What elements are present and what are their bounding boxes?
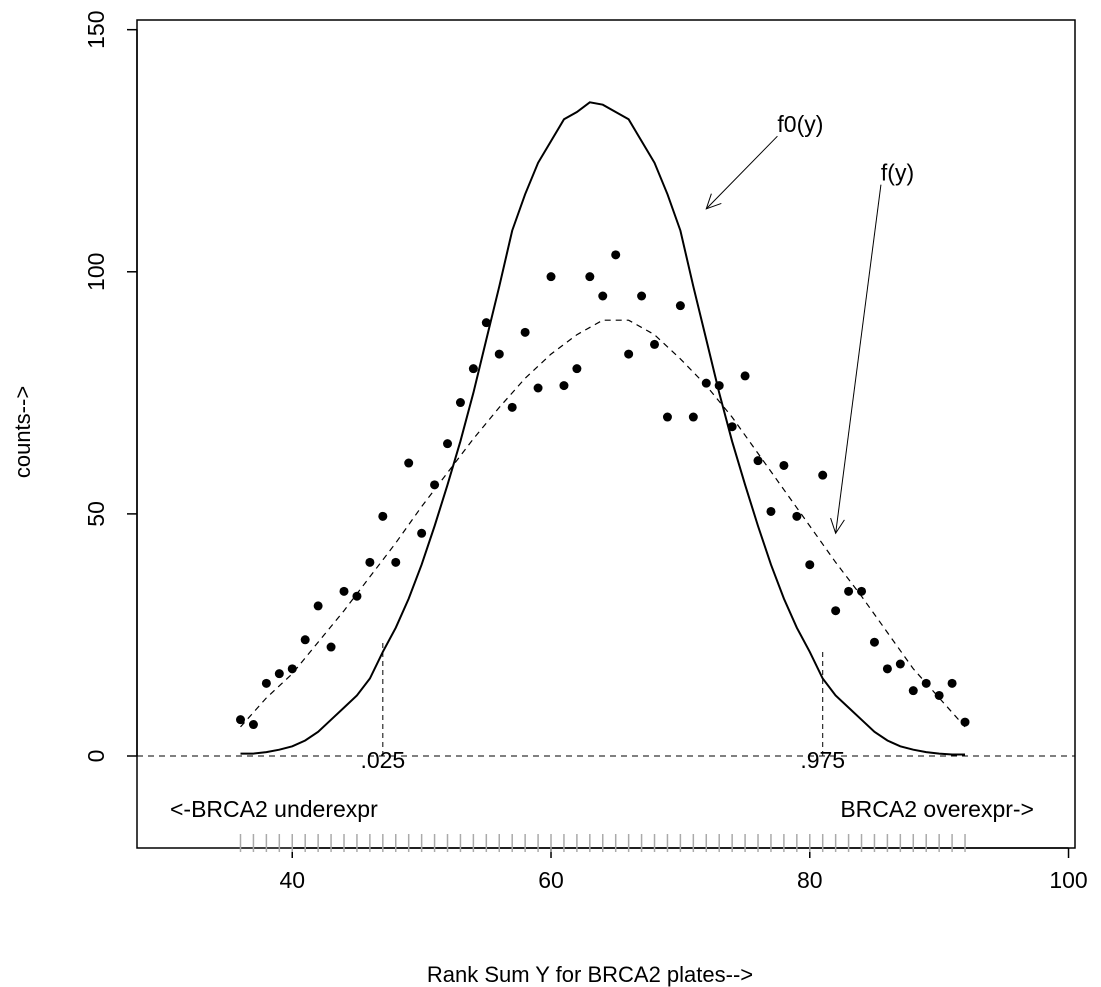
data-point-42 [779,460,789,470]
data-point-11 [378,511,388,521]
data-point-24 [546,272,556,282]
f-curve [240,319,966,728]
underexpr-label: <-BRCA2 underexpr [170,796,378,822]
annotation-label-1: f(y) [881,160,914,186]
y-axis-label: counts--> [10,386,35,478]
x-tick-label-1: 60 [538,867,564,893]
data-point-46 [831,606,841,616]
data-point-31 [637,291,647,301]
data-point-49 [869,637,879,647]
data-point-27 [585,272,595,282]
data-point-43 [792,511,802,521]
data-point-56 [960,717,970,727]
annotation-label-0: f0(y) [777,111,823,137]
curves [240,101,966,756]
data-point-45 [818,470,828,480]
data-point-14 [417,528,427,538]
data-point-37 [714,381,724,391]
data-point-3 [274,669,284,679]
data-point-39 [740,371,750,381]
reference-lines: .025 .975 [137,639,1075,773]
data-point-4 [287,664,297,674]
data-point-17 [455,398,465,408]
data-point-52 [908,686,918,696]
data-point-20 [494,349,504,359]
data-point-44 [805,560,815,570]
data-point-51 [895,659,905,669]
x-tick-label-2: 80 [797,867,823,893]
data-point-48 [857,586,867,596]
quantile-label-0: .025 [360,747,405,773]
points [236,250,970,730]
data-point-2 [261,678,271,688]
data-point-34 [675,301,685,311]
data-point-5 [300,635,310,645]
y-tick-label-3: 150 [83,10,109,48]
annotation-arrowhead-1 [830,517,845,535]
x-tick-label-3: 100 [1049,867,1087,893]
data-point-9 [352,591,362,601]
annotation-arrowhead-0 [705,193,722,210]
data-point-1 [248,720,258,730]
x-axis-label: Rank Sum Y for BRCA2 plates--> [427,962,753,987]
data-point-35 [688,412,698,422]
f0-curve [240,101,965,756]
data-point-0 [236,715,246,725]
y-tick-label-0: 0 [83,750,109,763]
data-point-29 [611,250,621,260]
y-tick-label-2: 100 [83,253,109,291]
annotation-arrow-1 [835,184,882,534]
data-point-50 [882,664,892,674]
data-point-7 [326,642,336,652]
data-point-55 [947,678,957,688]
quantile-label-1: .975 [800,747,845,773]
data-point-13 [404,458,414,468]
data-point-12 [391,557,401,567]
data-point-23 [533,383,543,393]
data-point-53 [921,678,931,688]
x-tick-label-0: 40 [279,867,305,893]
data-point-21 [507,402,517,412]
data-point-30 [624,349,634,359]
plot-frame [136,19,1076,849]
data-point-26 [572,364,582,374]
data-point-41 [766,506,776,516]
data-point-10 [365,557,375,567]
data-point-36 [701,378,711,388]
data-point-47 [844,586,854,596]
data-point-19 [481,318,491,328]
data-point-33 [662,412,672,422]
data-point-38 [727,422,737,432]
annotation-arrow-0 [705,135,778,210]
axes: 40 60 80 100 0 50 100 150 [83,10,1088,893]
data-point-25 [559,381,569,391]
y-tick-label-1: 50 [83,501,109,527]
data-point-32 [650,339,660,349]
annotations: f0(y) f(y) [705,111,914,535]
data-point-22 [520,327,530,337]
data-point-16 [443,439,453,449]
data-point-18 [468,364,478,374]
data-point-8 [339,586,349,596]
data-point-6 [313,601,323,611]
data-point-40 [753,456,763,466]
data-point-54 [934,690,944,700]
data-point-15 [430,480,440,490]
rug [239,834,966,852]
overexpr-label: BRCA2 overexpr-> [840,796,1034,822]
data-point-28 [598,291,608,301]
